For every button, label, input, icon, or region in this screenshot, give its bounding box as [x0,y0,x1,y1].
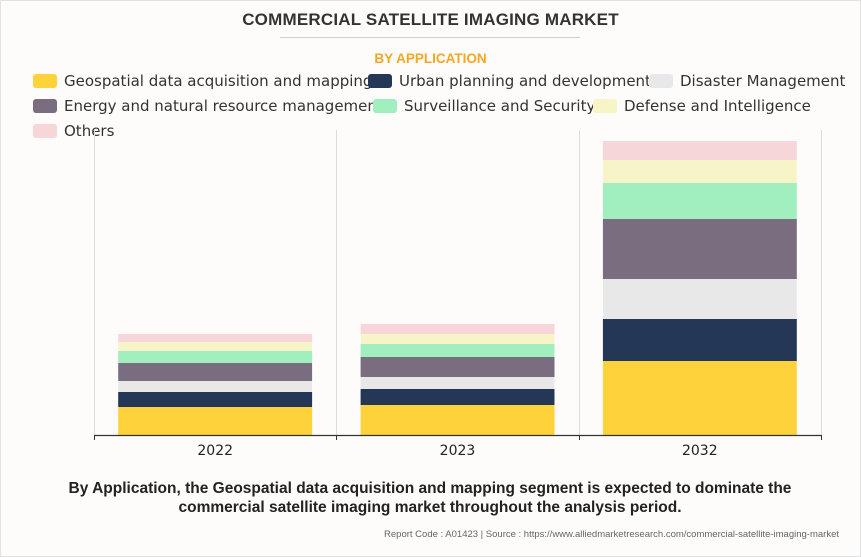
legend-swatch [593,99,617,113]
bar-segment-2032-energy-and-natural-resource-management[interactable] [602,219,797,279]
legend-label: Geospatial data acquisition and mapping [64,72,373,90]
chart-caption: By Application, the Geospatial data acqu… [68,480,792,516]
legend-label: Energy and natural resource management [64,97,383,115]
bar-segment-2023-defense-and-intelligence[interactable] [360,334,555,344]
legend-item-disaster-management[interactable]: Disaster Management [649,71,845,91]
bar-segment-2032-geospatial-data-acquisition-and-mapping[interactable] [602,361,797,435]
legend-item-energy[interactable]: Energy and natural resource management [33,96,383,116]
legend-item-urban-planning[interactable]: Urban planning and development [368,71,651,91]
bar-segment-2023-others[interactable] [360,324,555,334]
legend-swatch [649,74,673,88]
legend-item-others[interactable]: Others [33,121,114,141]
bar-segment-2032-defense-and-intelligence[interactable] [602,160,797,183]
legend-swatch [368,74,392,88]
bar-segment-2032-urban-planning-and-development[interactable] [602,319,797,361]
x-tick-labels: 2022 2023 2032 [197,443,717,459]
bar-segment-2023-disaster-management[interactable] [360,377,555,389]
bar-segment-2023-surveillance-and-security[interactable] [360,344,555,357]
legend-item-defense[interactable]: Defense and Intelligence [593,96,811,116]
legend-swatch [373,99,397,113]
bar-segment-2022-others[interactable] [118,334,313,342]
legend-label: Defense and Intelligence [624,97,811,115]
legend-swatch [33,124,57,138]
legend-label: Surveillance and Security [404,97,596,115]
bar-segment-2032-disaster-management[interactable] [602,279,797,319]
source-note: Report Code : A01423 | Source : https://… [384,529,839,540]
legend-label: Others [64,122,115,140]
bar-segment-2023-urban-planning-and-development[interactable] [360,389,555,405]
title-divider [280,37,580,38]
bar-segment-2032-surveillance-and-security[interactable] [602,183,797,219]
gridlines [94,130,822,435]
bar-segment-2022-surveillance-and-security[interactable] [118,351,313,363]
chart-title: COMMERCIAL SATELLITE IMAGING MARKET [242,10,619,29]
x-axis [94,434,822,440]
bar-segment-2023-energy-and-natural-resource-management[interactable] [360,357,555,377]
bar-segment-2022-disaster-management[interactable] [118,381,313,392]
legend-item-surveillance[interactable]: Surveillance and Security [373,96,595,116]
x-tick-label-2022: 2022 [197,443,233,459]
bar-segment-2032-others[interactable] [602,141,797,160]
bar-segment-2022-energy-and-natural-resource-management[interactable] [118,363,313,381]
chart-subtitle: BY APPLICATION [374,51,487,66]
bar-segment-2023-geospatial-data-acquisition-and-mapping[interactable] [360,405,555,435]
legend-item-geospatial[interactable]: Geospatial data acquisition and mapping [33,71,372,91]
legend-label: Urban planning and development [399,72,651,90]
x-tick-label-2032: 2032 [682,443,718,459]
bar-segment-2022-urban-planning-and-development[interactable] [118,392,313,407]
legend-swatch [33,74,57,88]
legend-label: Disaster Management [680,72,846,90]
legend-swatch [33,99,57,113]
bar-segment-2022-geospatial-data-acquisition-and-mapping[interactable] [118,407,313,435]
bar-segment-2022-defense-and-intelligence[interactable] [118,342,313,351]
bars [118,141,797,435]
x-tick-label-2023: 2023 [440,443,476,459]
